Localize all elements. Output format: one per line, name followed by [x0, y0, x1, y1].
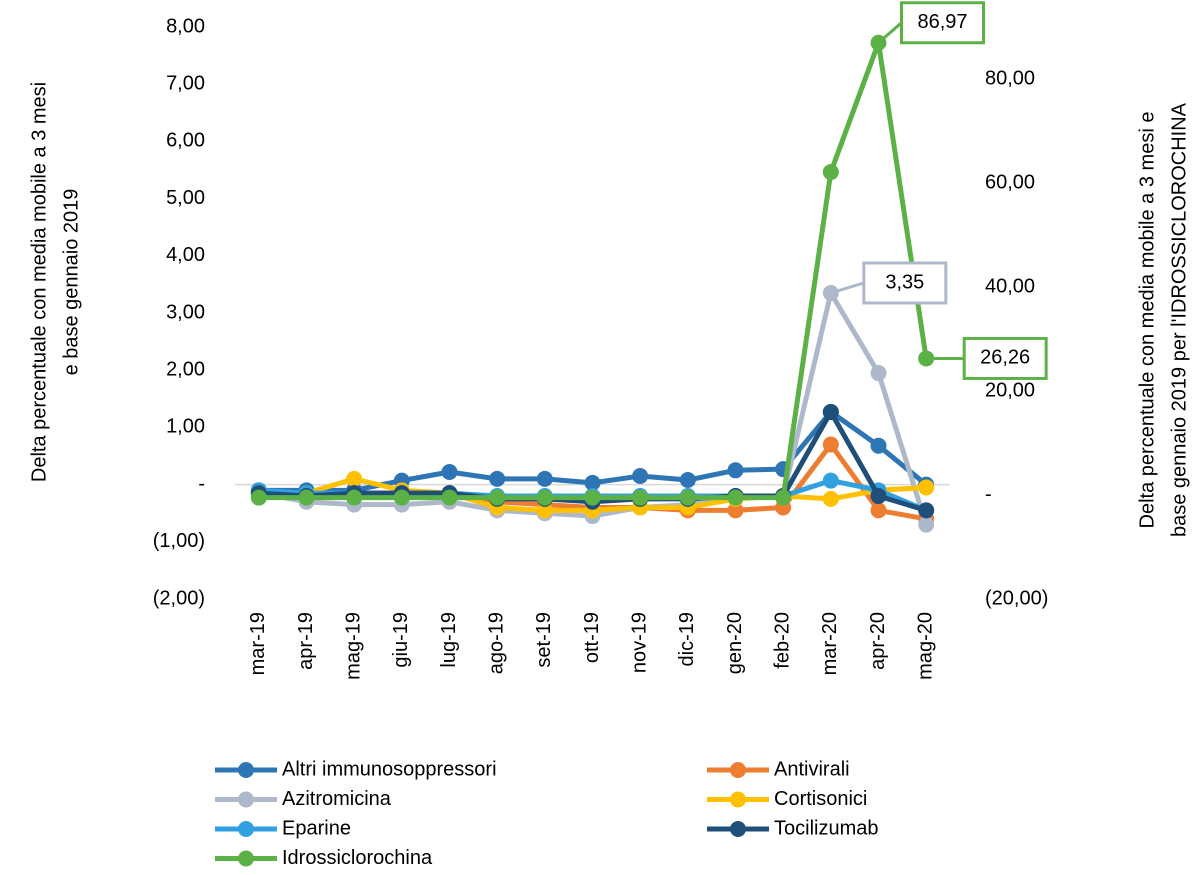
data-label: 26,26: [980, 347, 1030, 369]
data-label: 3,35: [885, 271, 924, 293]
y2-tick-label: 60,00: [985, 171, 1035, 193]
data-point: [536, 502, 553, 519]
x-tick-label: ott-19: [581, 612, 603, 663]
data-point: [489, 470, 506, 487]
y-tick-label: 5,00: [166, 187, 205, 209]
y-tick-label: 6,00: [166, 130, 205, 152]
y2-axis-title: Delta percentuale con media mobile a 3 m…: [1136, 112, 1158, 529]
data-point: [346, 470, 363, 487]
x-tick-label: mag-19: [342, 612, 364, 680]
x-tick-label: giu-19: [390, 612, 412, 668]
data-point: [822, 472, 839, 489]
data-point: [870, 502, 887, 519]
y2-tick-label: 40,00: [985, 275, 1035, 297]
x-tick-label: set-19: [533, 612, 555, 668]
data-point: [918, 516, 935, 533]
data-point: [441, 464, 458, 481]
data-point: [584, 474, 601, 491]
y-tick-label: 7,00: [166, 72, 205, 94]
x-tick-label: apr-19: [295, 612, 317, 670]
y2-tick-label: -: [985, 483, 992, 505]
data-point: [346, 489, 363, 506]
legend-label: Altri immunosoppressori: [282, 758, 497, 780]
data-point: [679, 489, 696, 506]
series-line: [258, 40, 929, 501]
y-tick-label: 4,00: [166, 244, 205, 266]
legend-label: Tocilizumab: [774, 817, 878, 839]
y2-axis-title: base gennaio 2019 per l'IDROSSICLOROCHIN…: [1168, 102, 1190, 537]
y2-tick-label: (20,00): [985, 587, 1048, 609]
x-tick-label: feb-20: [771, 612, 793, 669]
x-tick-label: ago-19: [485, 612, 507, 674]
data-point: [584, 489, 601, 506]
y-axis-title: Delta percentuale con media mobile a 3 m…: [28, 82, 50, 482]
legend-label: Cortisonici: [774, 788, 867, 810]
x-tick-label: gen-20: [724, 612, 746, 674]
data-label: 86,97: [917, 11, 967, 33]
legend-marker: [238, 821, 254, 837]
data-point: [679, 472, 696, 489]
data-point: [489, 489, 506, 506]
data-point: [918, 479, 935, 496]
data-point: [775, 489, 792, 506]
data-point: [918, 502, 935, 519]
data-point: [822, 164, 839, 181]
x-tick-label: nov-19: [628, 612, 650, 673]
y-axis-title: e base gennaio 2019: [60, 189, 82, 376]
data-point: [632, 489, 649, 506]
data-point: [870, 488, 887, 505]
legend-label: Antivirali: [774, 758, 850, 780]
data-point: [393, 489, 410, 506]
legend-label: Idrossiclorochina: [282, 847, 433, 869]
y2-tick-label: 80,00: [985, 67, 1035, 89]
data-point: [298, 489, 315, 506]
data-point: [870, 437, 887, 454]
data-point: [250, 489, 267, 506]
legend-marker: [730, 762, 746, 778]
x-tick-label: mag-20: [914, 612, 936, 680]
label-box: [862, 261, 948, 305]
data-point: [822, 490, 839, 507]
data-point: [536, 470, 553, 487]
legend-marker: [238, 850, 254, 867]
y-tick-label: (2,00): [153, 587, 205, 609]
data-point: [632, 468, 649, 485]
y2-tick-label: 20,00: [985, 379, 1035, 401]
data-point: [727, 489, 744, 506]
data-point: [727, 462, 744, 479]
data-point: [822, 436, 839, 453]
y-tick-label: 8,00: [166, 15, 205, 37]
x-tick-label: dic-19: [676, 612, 698, 666]
x-tick-label: mar-19: [247, 612, 269, 675]
data-point: [870, 365, 887, 382]
legend-marker: [238, 762, 254, 778]
data-point: [727, 502, 744, 519]
y-tick-label: -: [198, 473, 205, 495]
y-tick-label: 1,00: [166, 416, 205, 438]
label-box: [962, 336, 1048, 380]
x-tick-label: mar-20: [819, 612, 841, 675]
data-point: [441, 489, 458, 506]
y-tick-label: 3,00: [166, 301, 205, 323]
legend-marker: [730, 821, 746, 837]
label-leader: [830, 281, 865, 295]
y-tick-label: 2,00: [166, 358, 205, 380]
x-tick-label: apr-20: [867, 612, 889, 670]
legend-label: Azitromicina: [282, 788, 392, 810]
data-point: [822, 403, 839, 420]
y-tick-label: (1,00): [153, 530, 205, 552]
x-tick-label: lug-19: [438, 612, 460, 668]
legend-marker: [238, 791, 254, 808]
legend-label: Eparine: [282, 817, 351, 839]
label-box: [900, 1, 985, 45]
data-point: [536, 489, 553, 506]
label-leader: [877, 21, 903, 44]
legend-marker: [730, 791, 746, 808]
